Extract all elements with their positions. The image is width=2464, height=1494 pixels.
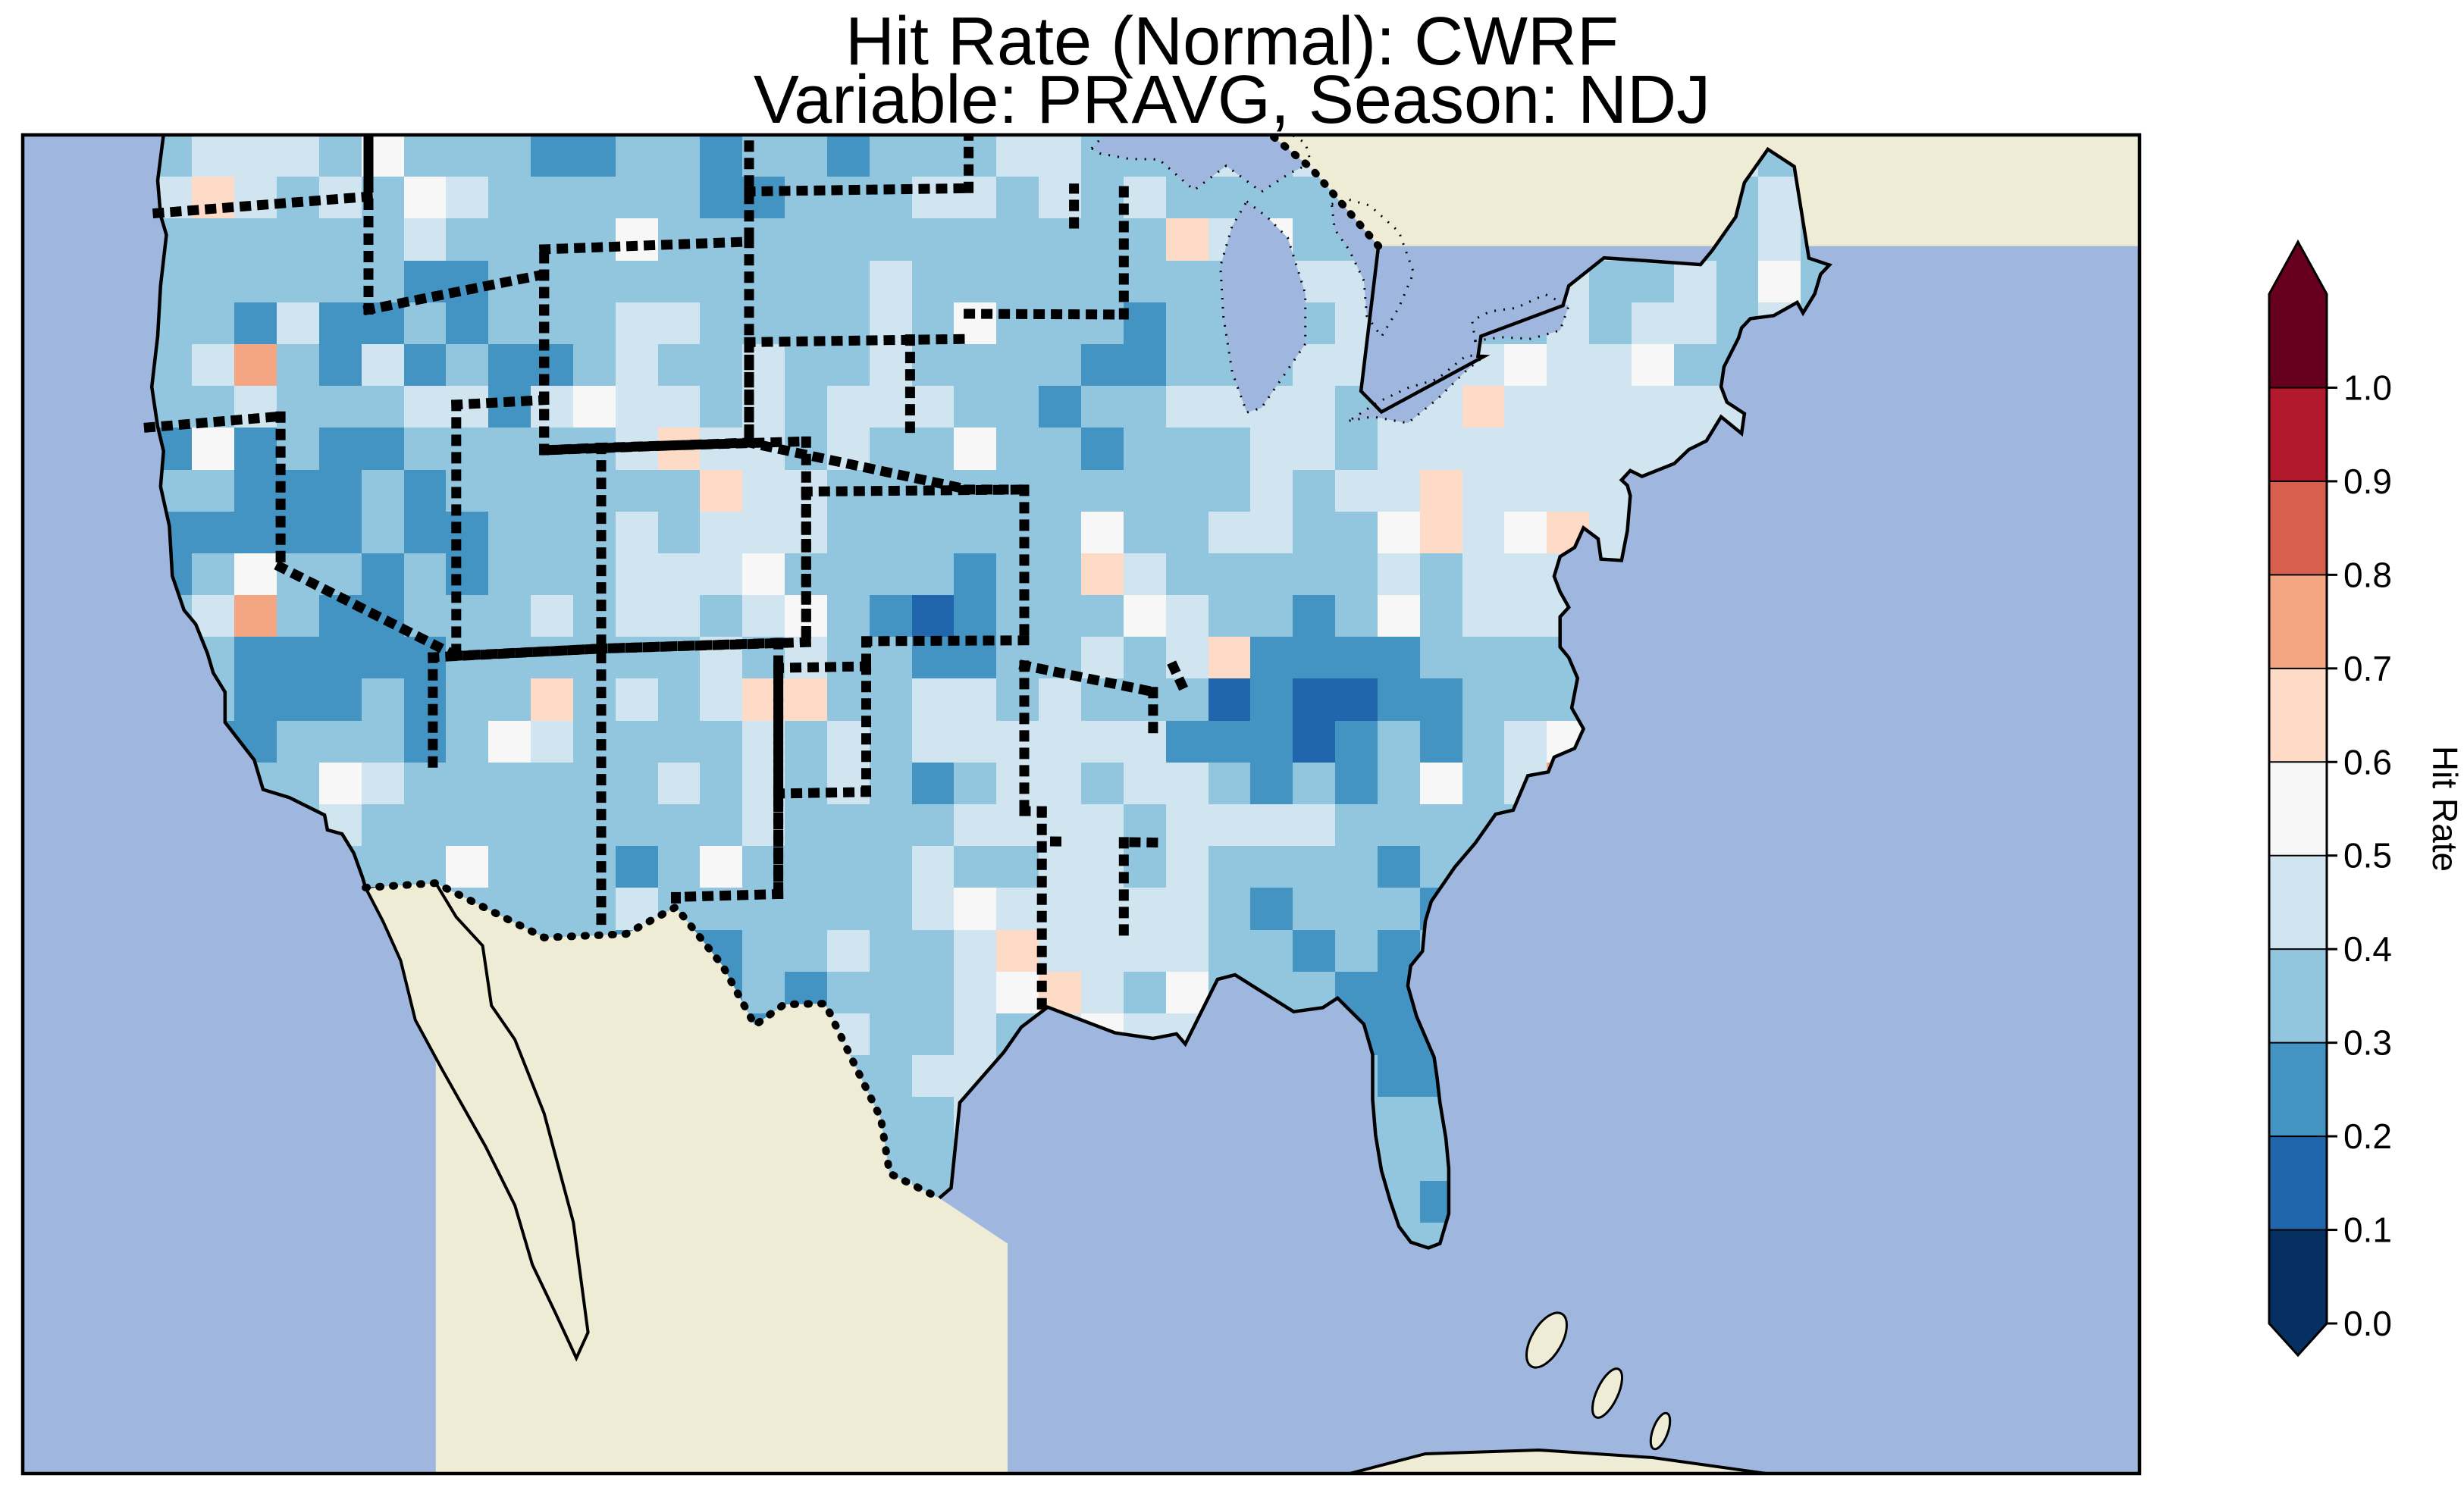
svg-text:0.0: 0.0 [2343,1304,2392,1343]
svg-text:Variable: PRAVG, Season: NDJ: Variable: PRAVG, Season: NDJ [754,62,1710,138]
svg-text:1.0: 1.0 [2343,368,2392,407]
svg-text:0.7: 0.7 [2343,649,2392,688]
svg-text:0.5: 0.5 [2343,836,2392,875]
svg-text:0.4: 0.4 [2343,929,2392,969]
svg-text:0.9: 0.9 [2343,462,2392,501]
svg-text:0.3: 0.3 [2343,1023,2392,1063]
svg-text:0.1: 0.1 [2343,1211,2392,1250]
svg-text:0.2: 0.2 [2343,1117,2392,1156]
svg-text:0.6: 0.6 [2343,742,2392,781]
svg-text:0.8: 0.8 [2343,555,2392,594]
svg-text:Hit Rate: Hit Rate [2425,746,2464,872]
